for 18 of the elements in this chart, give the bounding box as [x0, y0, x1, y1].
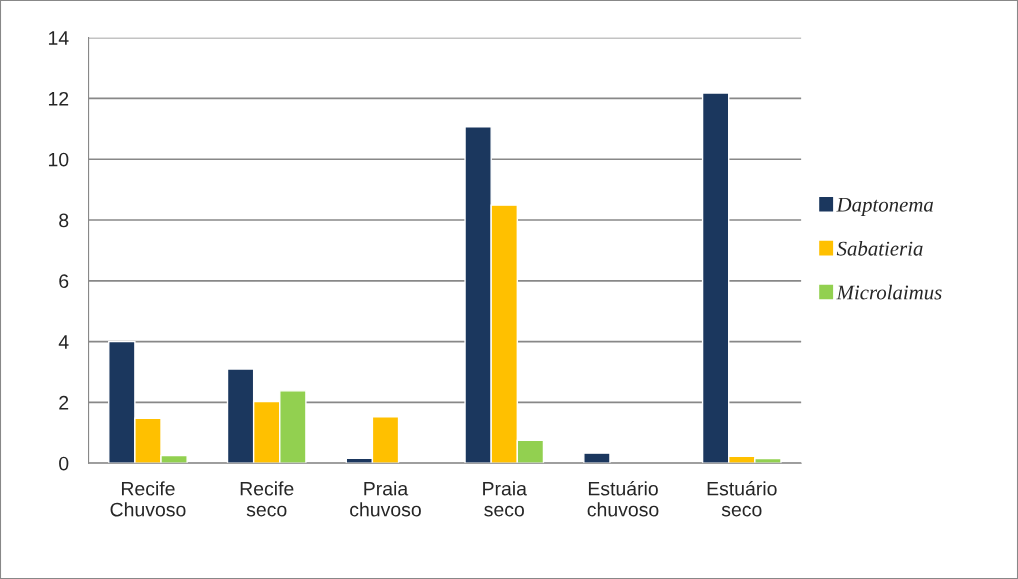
- y-tick-label: 8: [59, 213, 69, 228]
- y-tick-label: 6: [59, 274, 69, 289]
- y-tick-label: 10: [48, 152, 69, 167]
- x-tick-label: Estuário chuvoso: [587, 481, 659, 517]
- x-tick-label: Recife Chuvoso: [110, 481, 186, 517]
- y-tick-label: 14: [48, 31, 69, 45]
- y-tick-label: 12: [48, 91, 69, 106]
- x-tick-label: Recife seco: [240, 481, 294, 517]
- legend-label: Sabatieria: [836, 240, 923, 256]
- x-tick-label: Praia chuvoso: [350, 481, 421, 517]
- x-tick-label: Praia seco: [483, 481, 527, 517]
- legend-label: Daptonema: [836, 197, 934, 216]
- y-tick-label: 2: [59, 395, 69, 410]
- y-tick-label: 4: [58, 335, 69, 349]
- y-tick-label: 0: [59, 456, 69, 471]
- bar: [583, 452, 611, 464]
- x-tick-label: Estuário seco: [707, 481, 777, 517]
- legend-label: Microlaimus: [836, 284, 942, 300]
